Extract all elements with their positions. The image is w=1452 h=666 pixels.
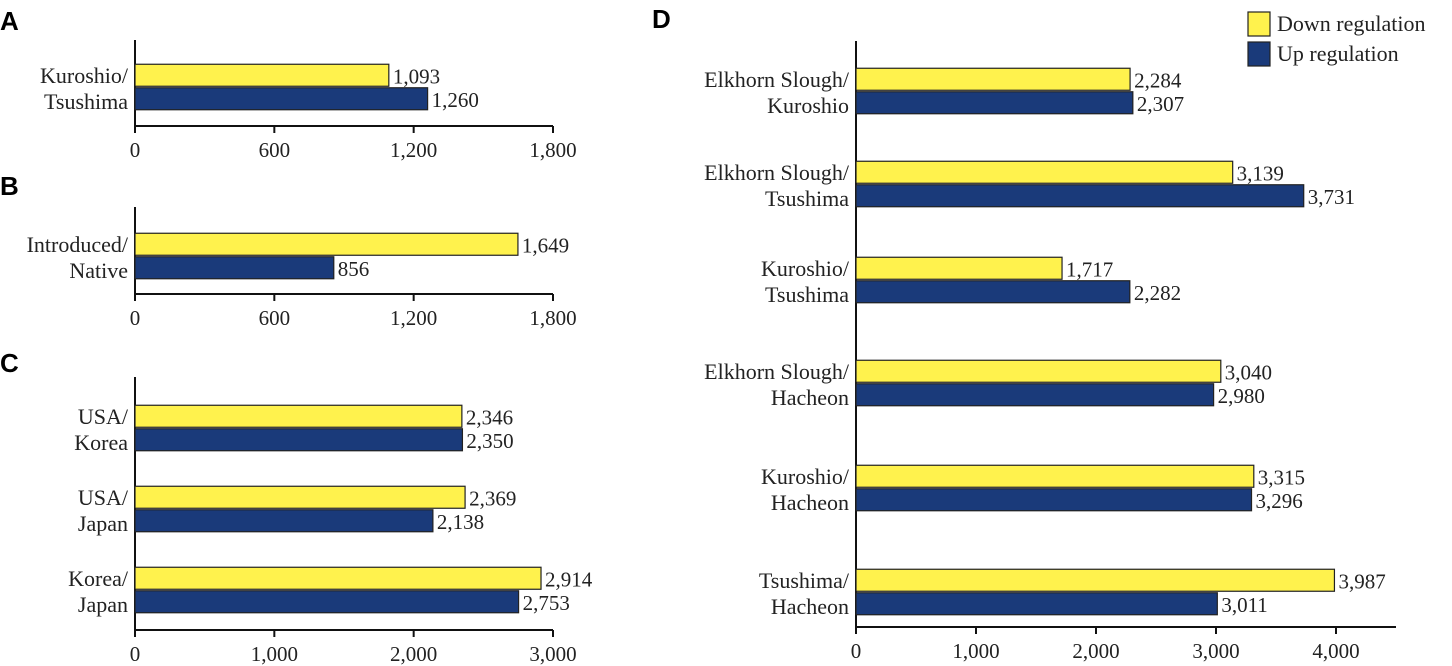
bar-down-regulation-kuroshio-hacheon — [855, 464, 1255, 488]
x-tick-label: 0 — [851, 639, 862, 663]
bar-down-regulation-introduced-native — [134, 232, 519, 256]
x-tick-label: 0 — [130, 642, 141, 666]
x-tick-label: 3,000 — [1192, 639, 1239, 663]
data-label-up-regulation-elkhorn-slough-hacheon: 2,980 — [1218, 384, 1265, 408]
data-label-down-regulation-introduced-native: 1,649 — [522, 233, 569, 257]
data-label-down-regulation-kuroshio-tsushima: 1,717 — [1066, 257, 1113, 281]
data-label-up-regulation-tsushima-hacheon: 3,011 — [1221, 593, 1267, 617]
bar-down-regulation-elkhorn-slough-hacheon — [855, 359, 1222, 383]
bar-down-regulation-elkhorn-slough-tsushima — [855, 160, 1234, 184]
data-label-down-regulation-korea-japan: 2,914 — [545, 567, 593, 591]
data-label-up-regulation-elkhorn-slough-tsushima: 3,731 — [1308, 185, 1355, 209]
x-tick-label: 1,200 — [390, 138, 437, 162]
bar-down-regulation-usa-japan — [134, 485, 466, 509]
x-tick-label: 0 — [130, 138, 141, 162]
data-label-up-regulation-introduced-native: 856 — [338, 257, 370, 281]
category-label-tsushima-hacheon: Tsushima/Hacheon — [759, 568, 850, 619]
bar-up-regulation-introduced-native — [134, 256, 335, 280]
panel-b: B 0 600 1,200 1,800 Introduced/Native 1,649 856 — [0, 171, 577, 330]
category-label-kuroshio-tsushima: Kuroshio/Tsushima — [761, 256, 850, 307]
panel-letter-a: A — [0, 6, 19, 36]
bar-up-regulation-elkhorn-slough-hacheon — [855, 383, 1215, 407]
bar-down-regulation-tsushima-hacheon — [855, 568, 1336, 592]
bar-up-regulation-elkhorn-slough-kuroshio — [855, 91, 1134, 115]
data-label-up-regulation-kuroshio-tsushima: 1,260 — [432, 88, 479, 112]
data-label-down-regulation-usa-japan: 2,369 — [469, 486, 516, 510]
bar-down-regulation-kuroshio-tsushima — [855, 256, 1063, 280]
category-label-usa-korea: USA/Korea — [74, 404, 129, 455]
data-label-down-regulation-kuroshio-hacheon: 3,315 — [1258, 465, 1305, 489]
legend: Down regulation Up regulation — [1247, 11, 1425, 67]
category-label-elkhorn-slough-hacheon: Elkhorn Slough/Hacheon — [704, 359, 850, 410]
panel-a: A 0 600 1,200 1,800 Kuroshio/Tsushima 1,0931,2… — [0, 6, 577, 162]
data-label-up-regulation-usa-korea: 2,350 — [466, 429, 513, 453]
bar-down-regulation-elkhorn-slough-kuroshio — [855, 67, 1131, 91]
category-label-usa-japan: USA/Japan — [78, 485, 129, 536]
bar-up-regulation-kuroshio-tsushima — [855, 280, 1131, 304]
category-label-korea-japan: Korea/Japan — [68, 566, 129, 617]
category-label-kuroshio-tsushima: Kuroshio/Tsushima — [40, 63, 129, 114]
panel-letter-c: C — [0, 348, 19, 378]
x-tick-label: 0 — [130, 306, 141, 330]
category-label-elkhorn-slough-tsushima: Elkhorn Slough/Tsushima — [704, 160, 850, 211]
x-tick-label: 1,000 — [952, 639, 999, 663]
x-tick-label: 1,800 — [529, 306, 576, 330]
x-tick-label: 2,000 — [1072, 639, 1119, 663]
x-tick-label: 600 — [259, 138, 291, 162]
legend-swatch-up-regulation — [1247, 41, 1271, 67]
bar-up-regulation-kuroshio-hacheon — [855, 488, 1253, 512]
bar-up-regulation-usa-korea — [134, 428, 464, 452]
bar-up-regulation-usa-japan — [134, 509, 434, 533]
x-tick-label: 1,000 — [251, 642, 298, 666]
data-label-down-regulation-elkhorn-slough-hacheon: 3,040 — [1225, 360, 1272, 384]
x-tick-label: 3,000 — [529, 642, 576, 666]
x-tick-label: 4,000 — [1312, 639, 1359, 663]
data-label-up-regulation-usa-japan: 2,138 — [437, 510, 484, 534]
x-tick-label: 1,800 — [529, 138, 576, 162]
category-label-introduced-native: Introduced/Native — [27, 232, 129, 283]
data-label-down-regulation-elkhorn-slough-tsushima: 3,139 — [1237, 161, 1284, 185]
bar-down-regulation-usa-korea — [134, 404, 463, 428]
category-label-elkhorn-slough-kuroshio: Elkhorn Slough/Kuroshio — [704, 67, 850, 118]
panel-letter-d: D — [652, 4, 671, 34]
x-tick-label: 2,000 — [390, 642, 437, 666]
bar-up-regulation-korea-japan — [134, 590, 520, 614]
data-label-down-regulation-tsushima-hacheon: 3,987 — [1338, 569, 1385, 593]
legend-label-up-regulation: Up regulation — [1277, 41, 1399, 66]
bar-up-regulation-kuroshio-tsushima — [134, 87, 429, 111]
x-tick-label: 1,200 — [390, 306, 437, 330]
data-label-up-regulation-elkhorn-slough-kuroshio: 2,307 — [1137, 92, 1184, 116]
panel-d: D 0 1,000 2,000 3,000 4,000 Elkhorn Slough/Kur… — [652, 4, 1396, 663]
bar-up-regulation-elkhorn-slough-tsushima — [855, 184, 1305, 208]
bar-down-regulation-korea-japan — [134, 566, 542, 590]
category-label-kuroshio-hacheon: Kuroshio/Hacheon — [761, 464, 850, 515]
legend-swatch-down-regulation — [1247, 11, 1271, 37]
data-label-up-regulation-kuroshio-tsushima: 2,282 — [1134, 281, 1181, 305]
data-label-down-regulation-usa-korea: 2,346 — [466, 405, 513, 429]
legend-label-down-regulation: Down regulation — [1277, 11, 1425, 36]
data-label-up-regulation-korea-japan: 2,753 — [523, 591, 570, 615]
bar-up-regulation-tsushima-hacheon — [855, 592, 1218, 616]
data-label-down-regulation-elkhorn-slough-kuroshio: 2,284 — [1134, 68, 1182, 92]
bar-down-regulation-kuroshio-tsushima — [134, 63, 390, 87]
x-tick-label: 600 — [259, 306, 291, 330]
panel-letter-b: B — [0, 171, 19, 201]
data-label-up-regulation-kuroshio-hacheon: 3,296 — [1256, 489, 1303, 513]
data-label-down-regulation-kuroshio-tsushima: 1,093 — [393, 64, 440, 88]
